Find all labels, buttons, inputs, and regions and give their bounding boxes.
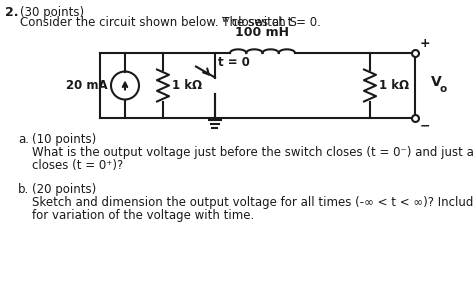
Text: What is the output voltage just before the switch closes (t = 0⁻) and just after: What is the output voltage just before t… [32,146,474,159]
Text: Sketch and dimension the output voltage for all times (-∞ < t < ∞)? Include the : Sketch and dimension the output voltage … [32,196,474,209]
Text: 2.: 2. [5,6,18,19]
Text: w: w [222,14,229,23]
Text: (20 points): (20 points) [32,183,96,196]
Text: V: V [431,76,442,89]
Text: closes (t = 0⁺)?: closes (t = 0⁺)? [32,159,123,172]
Text: Consider the circuit shown below. The switch S: Consider the circuit shown below. The sw… [20,16,297,29]
Text: for variation of the voltage with time.: for variation of the voltage with time. [32,209,254,222]
Text: o: o [440,84,447,93]
Text: b.: b. [18,183,29,196]
Text: 100 mH: 100 mH [236,26,290,39]
Text: +: + [420,37,430,50]
Text: 1 kΩ: 1 kΩ [172,79,202,92]
Text: 1 kΩ: 1 kΩ [379,79,409,92]
Text: 20 mA: 20 mA [66,79,108,92]
Text: −: − [420,120,430,133]
Text: t = 0: t = 0 [218,57,250,69]
Text: (30 points): (30 points) [20,6,84,19]
Text: closes at t = 0.: closes at t = 0. [228,16,321,29]
Text: a.: a. [18,133,29,146]
Text: (10 points): (10 points) [32,133,96,146]
